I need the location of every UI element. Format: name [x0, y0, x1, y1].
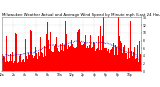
Text: Milwaukee Weather Actual and Average Wind Speed by Minute mph (Last 24 Hours): Milwaukee Weather Actual and Average Win…: [2, 13, 160, 17]
